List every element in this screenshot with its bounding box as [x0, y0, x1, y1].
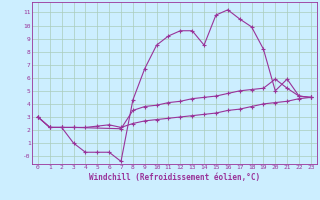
X-axis label: Windchill (Refroidissement éolien,°C): Windchill (Refroidissement éolien,°C) [89, 173, 260, 182]
